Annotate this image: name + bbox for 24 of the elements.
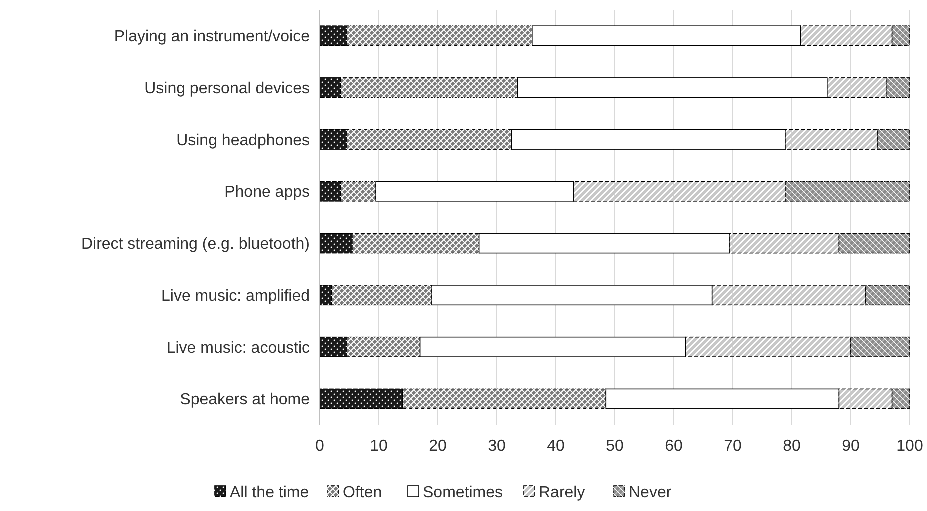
legend-label: All the time xyxy=(230,484,310,502)
y-tick-label: Live music: amplified xyxy=(162,288,310,305)
x-tick-label: 90 xyxy=(842,438,860,455)
y-tick-label: Direct streaming (e.g. bluetooth) xyxy=(81,236,310,254)
legend-label: Rarely xyxy=(539,484,586,502)
x-tick-label: 50 xyxy=(606,438,624,455)
x-tick-label: 20 xyxy=(429,438,447,455)
x-tick-label: 0 xyxy=(316,438,325,455)
x-tick-label: 30 xyxy=(488,438,506,455)
x-tick-label: 60 xyxy=(665,438,683,455)
legend-label: Sometimes xyxy=(423,484,504,502)
y-tick-label: Using personal devices xyxy=(144,80,310,98)
legend-label: Often xyxy=(343,484,382,502)
x-tick-label: 70 xyxy=(724,438,742,455)
y-tick-label: Using headphones xyxy=(176,132,310,150)
x-tick-label: 40 xyxy=(547,438,565,455)
y-tick-label: Live music: acoustic xyxy=(166,340,310,357)
y-tick-label: Playing an instrument/voice xyxy=(114,28,310,46)
y-tick-label: Phone apps xyxy=(224,184,310,202)
x-tick-label: 100 xyxy=(896,438,924,455)
x-tick-label: 10 xyxy=(370,438,388,455)
legend-label: Never xyxy=(629,484,672,502)
y-tick-label: Speakers at home xyxy=(180,392,310,409)
x-tick-label: 80 xyxy=(783,438,801,455)
